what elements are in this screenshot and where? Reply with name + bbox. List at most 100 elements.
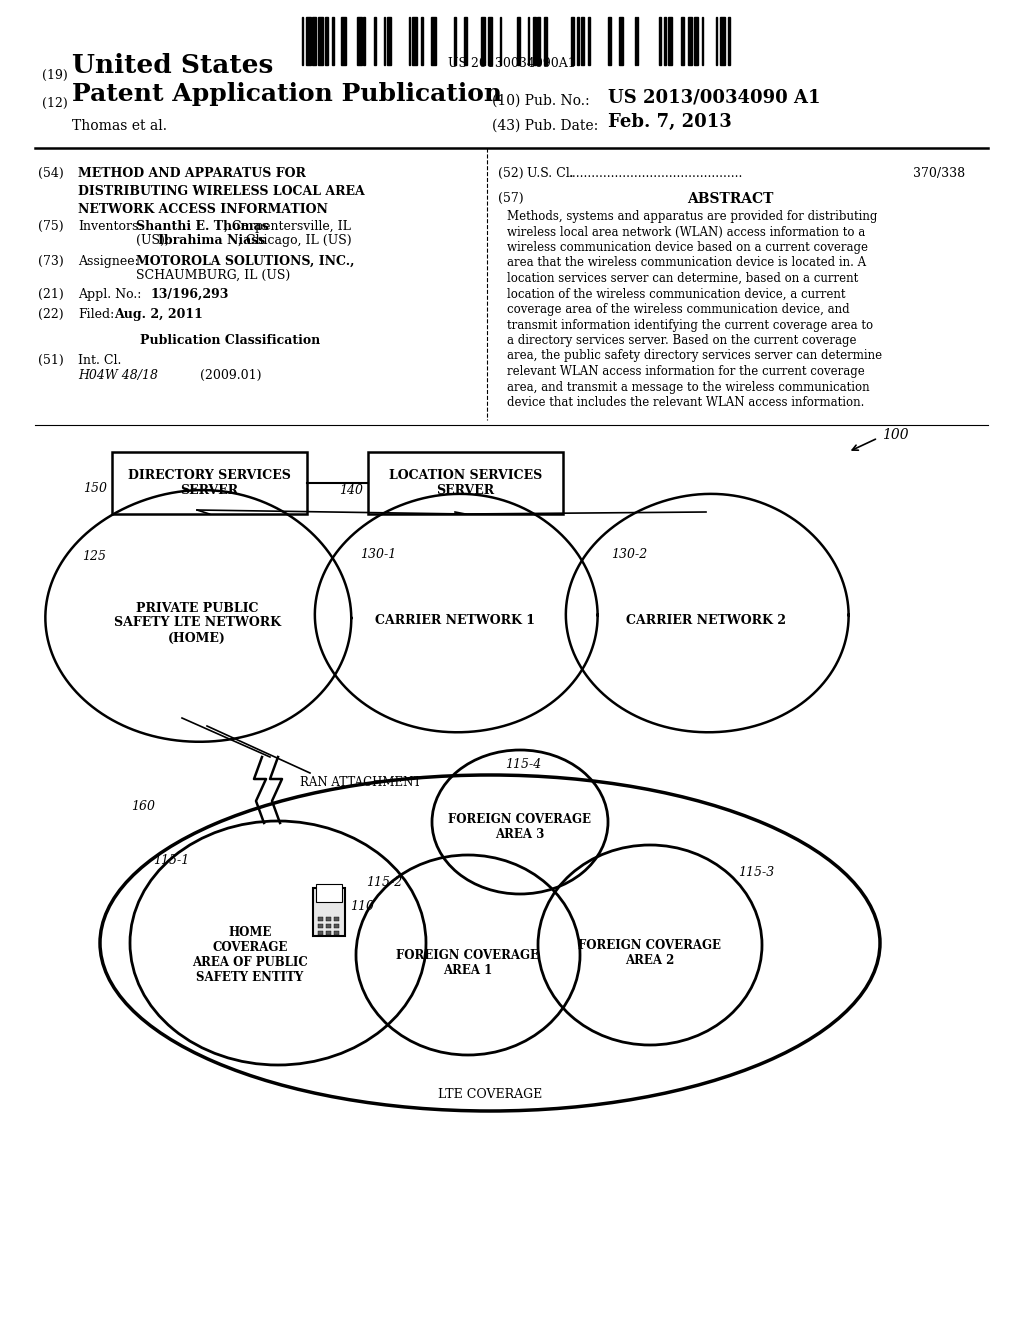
Text: (57): (57) xyxy=(498,191,523,205)
Bar xyxy=(316,884,342,902)
Text: (51): (51) xyxy=(38,354,63,367)
Text: Assignee:: Assignee: xyxy=(78,255,138,268)
Text: , Chicago, IL (US): , Chicago, IL (US) xyxy=(238,234,351,247)
Bar xyxy=(318,917,323,921)
Bar xyxy=(537,17,540,65)
Text: 370/338: 370/338 xyxy=(912,168,965,180)
Text: 110: 110 xyxy=(350,900,374,913)
Bar xyxy=(688,17,692,65)
Bar xyxy=(668,17,672,65)
Bar xyxy=(481,17,485,65)
Text: LOCATION SERVICES
SERVER: LOCATION SERVICES SERVER xyxy=(389,469,542,498)
Bar xyxy=(332,17,334,65)
Text: (22): (22) xyxy=(38,308,63,321)
Text: area, the public safety directory services server can determine: area, the public safety directory servic… xyxy=(507,350,882,363)
Text: 160: 160 xyxy=(131,800,155,813)
Text: FOREIGN COVERAGE
AREA 1: FOREIGN COVERAGE AREA 1 xyxy=(396,949,540,977)
Bar xyxy=(325,17,328,65)
Text: Ibrahima Niass: Ibrahima Niass xyxy=(158,234,265,247)
Text: (75): (75) xyxy=(38,220,63,234)
Text: Inventors:: Inventors: xyxy=(78,220,142,234)
Text: DIRECTORY SERVICES
SERVER: DIRECTORY SERVICES SERVER xyxy=(128,469,291,498)
Bar xyxy=(318,924,323,928)
Text: RAN ATTACHMENT: RAN ATTACHMENT xyxy=(300,776,421,788)
Text: Publication Classification: Publication Classification xyxy=(140,334,321,347)
Text: , Carpentersville, IL: , Carpentersville, IL xyxy=(224,220,351,234)
Text: wireless local area network (WLAN) access information to a: wireless local area network (WLAN) acces… xyxy=(507,226,865,239)
Text: a directory services server. Based on the current coverage: a directory services server. Based on th… xyxy=(507,334,856,347)
Text: area, and transmit a message to the wireless communication: area, and transmit a message to the wire… xyxy=(507,380,869,393)
Text: U.S. Cl.: U.S. Cl. xyxy=(527,168,573,180)
Text: (2009.01): (2009.01) xyxy=(200,370,261,381)
Bar xyxy=(694,17,698,65)
Bar xyxy=(421,17,423,65)
Text: 115-4: 115-4 xyxy=(505,758,542,771)
Text: wireless communication device based on a current coverage: wireless communication device based on a… xyxy=(507,242,868,253)
Text: (19): (19) xyxy=(42,69,68,82)
Text: 130-1: 130-1 xyxy=(360,549,396,561)
Bar xyxy=(334,924,339,928)
Bar xyxy=(334,931,339,935)
Text: Feb. 7, 2013: Feb. 7, 2013 xyxy=(608,114,732,131)
Bar xyxy=(544,17,547,65)
Bar xyxy=(618,17,623,65)
Text: US 20130034090A1: US 20130034090A1 xyxy=(449,57,575,70)
Bar xyxy=(681,17,684,65)
Text: relevant WLAN access information for the current coverage: relevant WLAN access information for the… xyxy=(507,366,864,378)
Text: 115-3: 115-3 xyxy=(738,866,774,879)
Text: (12): (12) xyxy=(42,96,68,110)
Bar xyxy=(488,17,492,65)
Text: Int. Cl.: Int. Cl. xyxy=(78,354,122,367)
Bar xyxy=(374,17,376,65)
Bar xyxy=(357,17,362,65)
Bar xyxy=(326,931,331,935)
Bar xyxy=(112,451,307,513)
Bar xyxy=(431,17,436,65)
Text: Methods, systems and apparatus are provided for distributing: Methods, systems and apparatus are provi… xyxy=(507,210,878,223)
Text: (54): (54) xyxy=(38,168,63,180)
Bar xyxy=(577,17,579,65)
Text: MOTOROLA SOLUTIONS, INC.,: MOTOROLA SOLUTIONS, INC., xyxy=(136,255,354,268)
Text: FOREIGN COVERAGE
AREA 3: FOREIGN COVERAGE AREA 3 xyxy=(449,813,592,841)
Text: 125: 125 xyxy=(82,549,106,562)
Bar xyxy=(326,924,331,928)
Bar xyxy=(334,917,339,921)
Text: METHOD AND APPARATUS FOR
DISTRIBUTING WIRELESS LOCAL AREA
NETWORK ACCESS INFORMA: METHOD AND APPARATUS FOR DISTRIBUTING WI… xyxy=(78,168,365,216)
Bar xyxy=(306,17,311,65)
Text: Shanthi E. Thomas: Shanthi E. Thomas xyxy=(136,220,268,234)
Bar xyxy=(588,17,590,65)
Text: .............................................: ........................................… xyxy=(569,168,743,180)
Text: (US);: (US); xyxy=(136,234,173,247)
Bar xyxy=(341,17,346,65)
Text: area that the wireless communication device is located in. A: area that the wireless communication dev… xyxy=(507,256,866,269)
Text: transmit information identifying the current coverage area to: transmit information identifying the cur… xyxy=(507,318,873,331)
Text: device that includes the relevant WLAN access information.: device that includes the relevant WLAN a… xyxy=(507,396,864,409)
Bar xyxy=(387,17,391,65)
Text: US 2013/0034090 A1: US 2013/0034090 A1 xyxy=(608,88,820,106)
Text: 115-2: 115-2 xyxy=(366,876,402,890)
Text: 140: 140 xyxy=(339,484,362,498)
Text: LTE COVERAGE: LTE COVERAGE xyxy=(438,1089,542,1101)
Text: (52): (52) xyxy=(498,168,523,180)
Text: FOREIGN COVERAGE
AREA 2: FOREIGN COVERAGE AREA 2 xyxy=(579,939,722,968)
Bar xyxy=(571,17,574,65)
Bar xyxy=(368,451,563,513)
Bar xyxy=(581,17,584,65)
Bar xyxy=(728,17,730,65)
Text: ABSTRACT: ABSTRACT xyxy=(687,191,773,206)
Text: location of the wireless communication device, a current: location of the wireless communication d… xyxy=(507,288,846,301)
Text: Thomas et al.: Thomas et al. xyxy=(72,119,167,133)
Bar xyxy=(318,931,323,935)
Text: location services server can determine, based on a current: location services server can determine, … xyxy=(507,272,858,285)
Bar xyxy=(312,17,316,65)
Bar xyxy=(517,17,520,65)
Bar xyxy=(454,17,456,65)
Text: (43) Pub. Date:: (43) Pub. Date: xyxy=(492,119,598,133)
Bar xyxy=(664,17,666,65)
Bar xyxy=(313,888,345,936)
Text: 130-2: 130-2 xyxy=(611,549,647,561)
Bar xyxy=(534,17,536,65)
Text: 150: 150 xyxy=(83,482,106,495)
Text: Filed:: Filed: xyxy=(78,308,115,321)
Text: CARRIER NETWORK 1: CARRIER NETWORK 1 xyxy=(375,614,535,627)
